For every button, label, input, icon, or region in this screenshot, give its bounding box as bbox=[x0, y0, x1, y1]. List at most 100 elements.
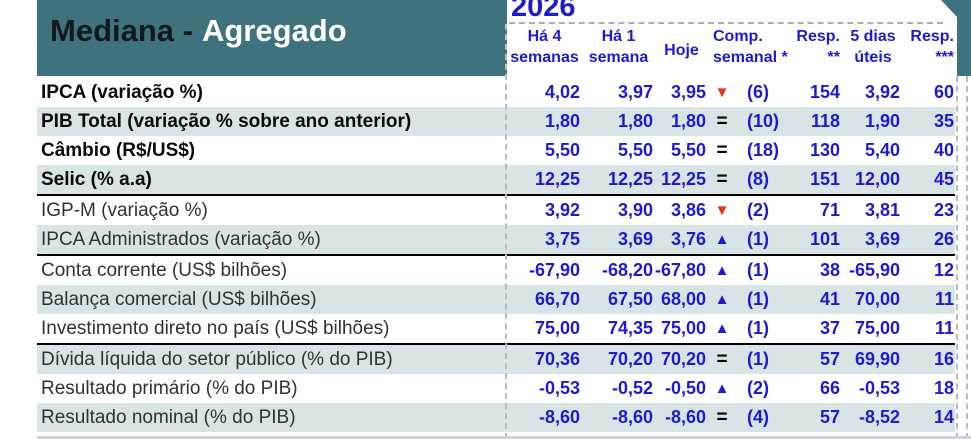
respondents-5-days-count: 60 bbox=[933, 82, 954, 102]
bottom-edge-strip bbox=[37, 436, 971, 439]
value-1-week-ago: 12,25 bbox=[607, 169, 653, 189]
respondents-5-days-count: 11 bbox=[934, 318, 954, 338]
respondents-5-days-count: 16 bbox=[933, 349, 954, 369]
value-5-business-days: 75,00 bbox=[854, 318, 900, 338]
table-row: IPCA (variação %) 4,02 3,97 3,95 ▼ (6) 1… bbox=[37, 78, 955, 107]
value-4-weeks-ago: 75,00 bbox=[534, 318, 580, 338]
value-1-week-ago: 74,35 bbox=[607, 318, 653, 338]
table-row: Dívida líquida do setor público (% do PI… bbox=[37, 345, 955, 374]
value-4-weeks-ago: -0,53 bbox=[538, 378, 580, 398]
value-today: -8,60 bbox=[664, 407, 706, 427]
respondents-count: 101 bbox=[809, 229, 840, 249]
row-label: IGP-M (variação %) bbox=[41, 200, 208, 221]
value-5-business-days: 70,00 bbox=[854, 289, 900, 309]
table-row: Câmbio (R$/US$) 5,50 5,50 5,50 = (18) 13… bbox=[37, 136, 955, 165]
row-label: Selic (% a.a) bbox=[41, 169, 152, 190]
value-5-business-days: 1,90 bbox=[864, 111, 900, 131]
respondents-count: 41 bbox=[819, 289, 840, 309]
value-4-weeks-ago: 5,50 bbox=[544, 140, 580, 160]
col-header-4-weeks-ago: Há 4 semanas bbox=[510, 28, 579, 66]
row-label: Investimento direto no país (US$ bilhões… bbox=[41, 318, 390, 339]
value-4-weeks-ago: 4,02 bbox=[544, 82, 580, 102]
value-today: 12,25 bbox=[660, 169, 706, 189]
trend-equal-icon: = bbox=[716, 111, 728, 132]
weekly-comparison-count: (1) bbox=[747, 289, 769, 309]
respondents-count: 57 bbox=[819, 349, 840, 369]
respondents-count: 130 bbox=[809, 140, 840, 160]
value-1-week-ago: 5,50 bbox=[617, 140, 653, 160]
col-header-today: Hoje bbox=[664, 42, 699, 59]
value-5-business-days: -8,52 bbox=[858, 407, 900, 427]
col-header-1-week-ago: Há 1 semana bbox=[588, 28, 649, 66]
table-row: IGP-M (variação %) 3,92 3,90 3,86 ▼ (2) … bbox=[37, 196, 955, 225]
value-4-weeks-ago: 3,75 bbox=[544, 229, 580, 249]
respondents-5-days-count: 11 bbox=[934, 289, 954, 309]
respondents-count: 38 bbox=[819, 260, 840, 280]
value-1-week-ago: 3,69 bbox=[617, 229, 653, 249]
value-4-weeks-ago: 1,80 bbox=[544, 111, 580, 131]
respondents-5-days-count: 45 bbox=[933, 169, 954, 189]
value-today: 3,76 bbox=[670, 229, 706, 249]
trend-up-icon: ▲ bbox=[714, 291, 730, 308]
respondents-count: 66 bbox=[819, 378, 840, 398]
trend-up-icon: ▲ bbox=[714, 380, 730, 397]
value-1-week-ago: 70,20 bbox=[607, 349, 653, 369]
weekly-comparison-count: (2) bbox=[747, 200, 769, 220]
col-header-respondents-5-days: Resp. *** bbox=[910, 28, 954, 66]
value-4-weeks-ago: 3,92 bbox=[544, 200, 580, 220]
value-5-business-days: 3,81 bbox=[864, 200, 900, 220]
respondents-count: 151 bbox=[809, 169, 840, 189]
row-label: PIB Total (variação % sobre ano anterior… bbox=[41, 111, 412, 132]
weekly-comparison-count: (1) bbox=[747, 349, 769, 369]
value-today: 70,20 bbox=[660, 349, 706, 369]
value-4-weeks-ago: -8,60 bbox=[538, 407, 580, 427]
trend-up-icon: ▲ bbox=[714, 320, 730, 337]
respondents-count: 57 bbox=[819, 407, 840, 427]
value-1-week-ago: 3,97 bbox=[617, 82, 653, 102]
value-5-business-days: 12,00 bbox=[854, 169, 900, 189]
trend-down-icon: ▼ bbox=[714, 202, 730, 219]
respondents-5-days-count: 35 bbox=[933, 111, 954, 131]
table-row: Balança comercial (US$ bilhões) 66,70 67… bbox=[37, 285, 955, 314]
table-row: Resultado primário (% do PIB) -0,53 -0,5… bbox=[37, 374, 955, 403]
respondents-5-days-count: 40 bbox=[933, 140, 954, 160]
row-label: Resultado nominal (% do PIB) bbox=[41, 407, 296, 428]
col-header-weekly-comparison: Comp. semanal * bbox=[713, 28, 788, 66]
respondents-5-days-count: 26 bbox=[933, 229, 954, 249]
weekly-comparison-count: (10) bbox=[747, 111, 780, 131]
col-header-respondents: Resp. ** bbox=[796, 28, 840, 66]
weekly-comparison-count: (18) bbox=[747, 140, 780, 160]
table-row: PIB Total (variação % sobre ano anterior… bbox=[37, 107, 955, 136]
title-prefix: Mediana - bbox=[50, 13, 193, 48]
row-label: Câmbio (R$/US$) bbox=[41, 140, 196, 161]
weekly-comparison-count: (6) bbox=[747, 82, 769, 102]
value-1-week-ago: -68,20 bbox=[601, 260, 653, 280]
value-4-weeks-ago: 70,36 bbox=[534, 349, 580, 369]
trend-equal-icon: = bbox=[716, 407, 728, 428]
value-1-week-ago: 3,90 bbox=[617, 200, 653, 220]
title-suffix: Agregado bbox=[201, 13, 347, 48]
value-4-weeks-ago: -67,90 bbox=[528, 260, 580, 280]
trend-equal-icon: = bbox=[716, 169, 728, 190]
value-today: 1,80 bbox=[670, 111, 706, 131]
row-label: Conta corrente (US$ bilhões) bbox=[41, 260, 288, 281]
table-row: Resultado nominal (% do PIB) -8,60 -8,60… bbox=[37, 403, 955, 432]
dashed-divider-vertical-right bbox=[956, 76, 958, 439]
value-5-business-days: 69,90 bbox=[854, 349, 900, 369]
table-row: Investimento direto no país (US$ bilhões… bbox=[37, 314, 955, 345]
dashed-divider-vertical-left bbox=[505, 24, 507, 439]
row-label: Resultado primário (% do PIB) bbox=[41, 378, 298, 399]
row-label: Dívida líquida do setor público (% do PI… bbox=[41, 349, 393, 370]
respondents-count: 71 bbox=[819, 200, 840, 220]
table-row: Selic (% a.a) 12,25 12,25 12,25 = (8) 15… bbox=[37, 165, 955, 196]
trend-equal-icon: = bbox=[716, 140, 728, 161]
dashed-divider-horizontal bbox=[509, 22, 943, 24]
col-header-5-business-days: 5 dias úteis bbox=[850, 28, 896, 66]
weekly-comparison-count: (1) bbox=[747, 229, 769, 249]
trend-up-icon: ▲ bbox=[714, 262, 730, 279]
row-label: IPCA Administrados (variação %) bbox=[41, 229, 321, 250]
value-today: -0,50 bbox=[664, 378, 706, 398]
value-today: 3,95 bbox=[670, 82, 706, 102]
weekly-comparison-count: (1) bbox=[747, 318, 769, 338]
value-5-business-days: 3,92 bbox=[864, 82, 900, 102]
